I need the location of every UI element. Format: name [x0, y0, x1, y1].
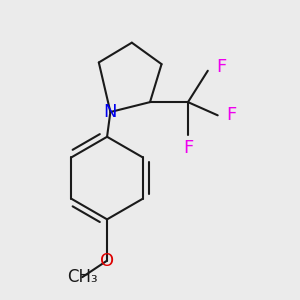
Text: F: F [216, 58, 226, 76]
Text: CH₃: CH₃ [67, 268, 98, 286]
Text: F: F [226, 106, 236, 124]
Text: F: F [183, 139, 193, 157]
Text: N: N [103, 103, 117, 121]
Text: O: O [100, 252, 114, 270]
